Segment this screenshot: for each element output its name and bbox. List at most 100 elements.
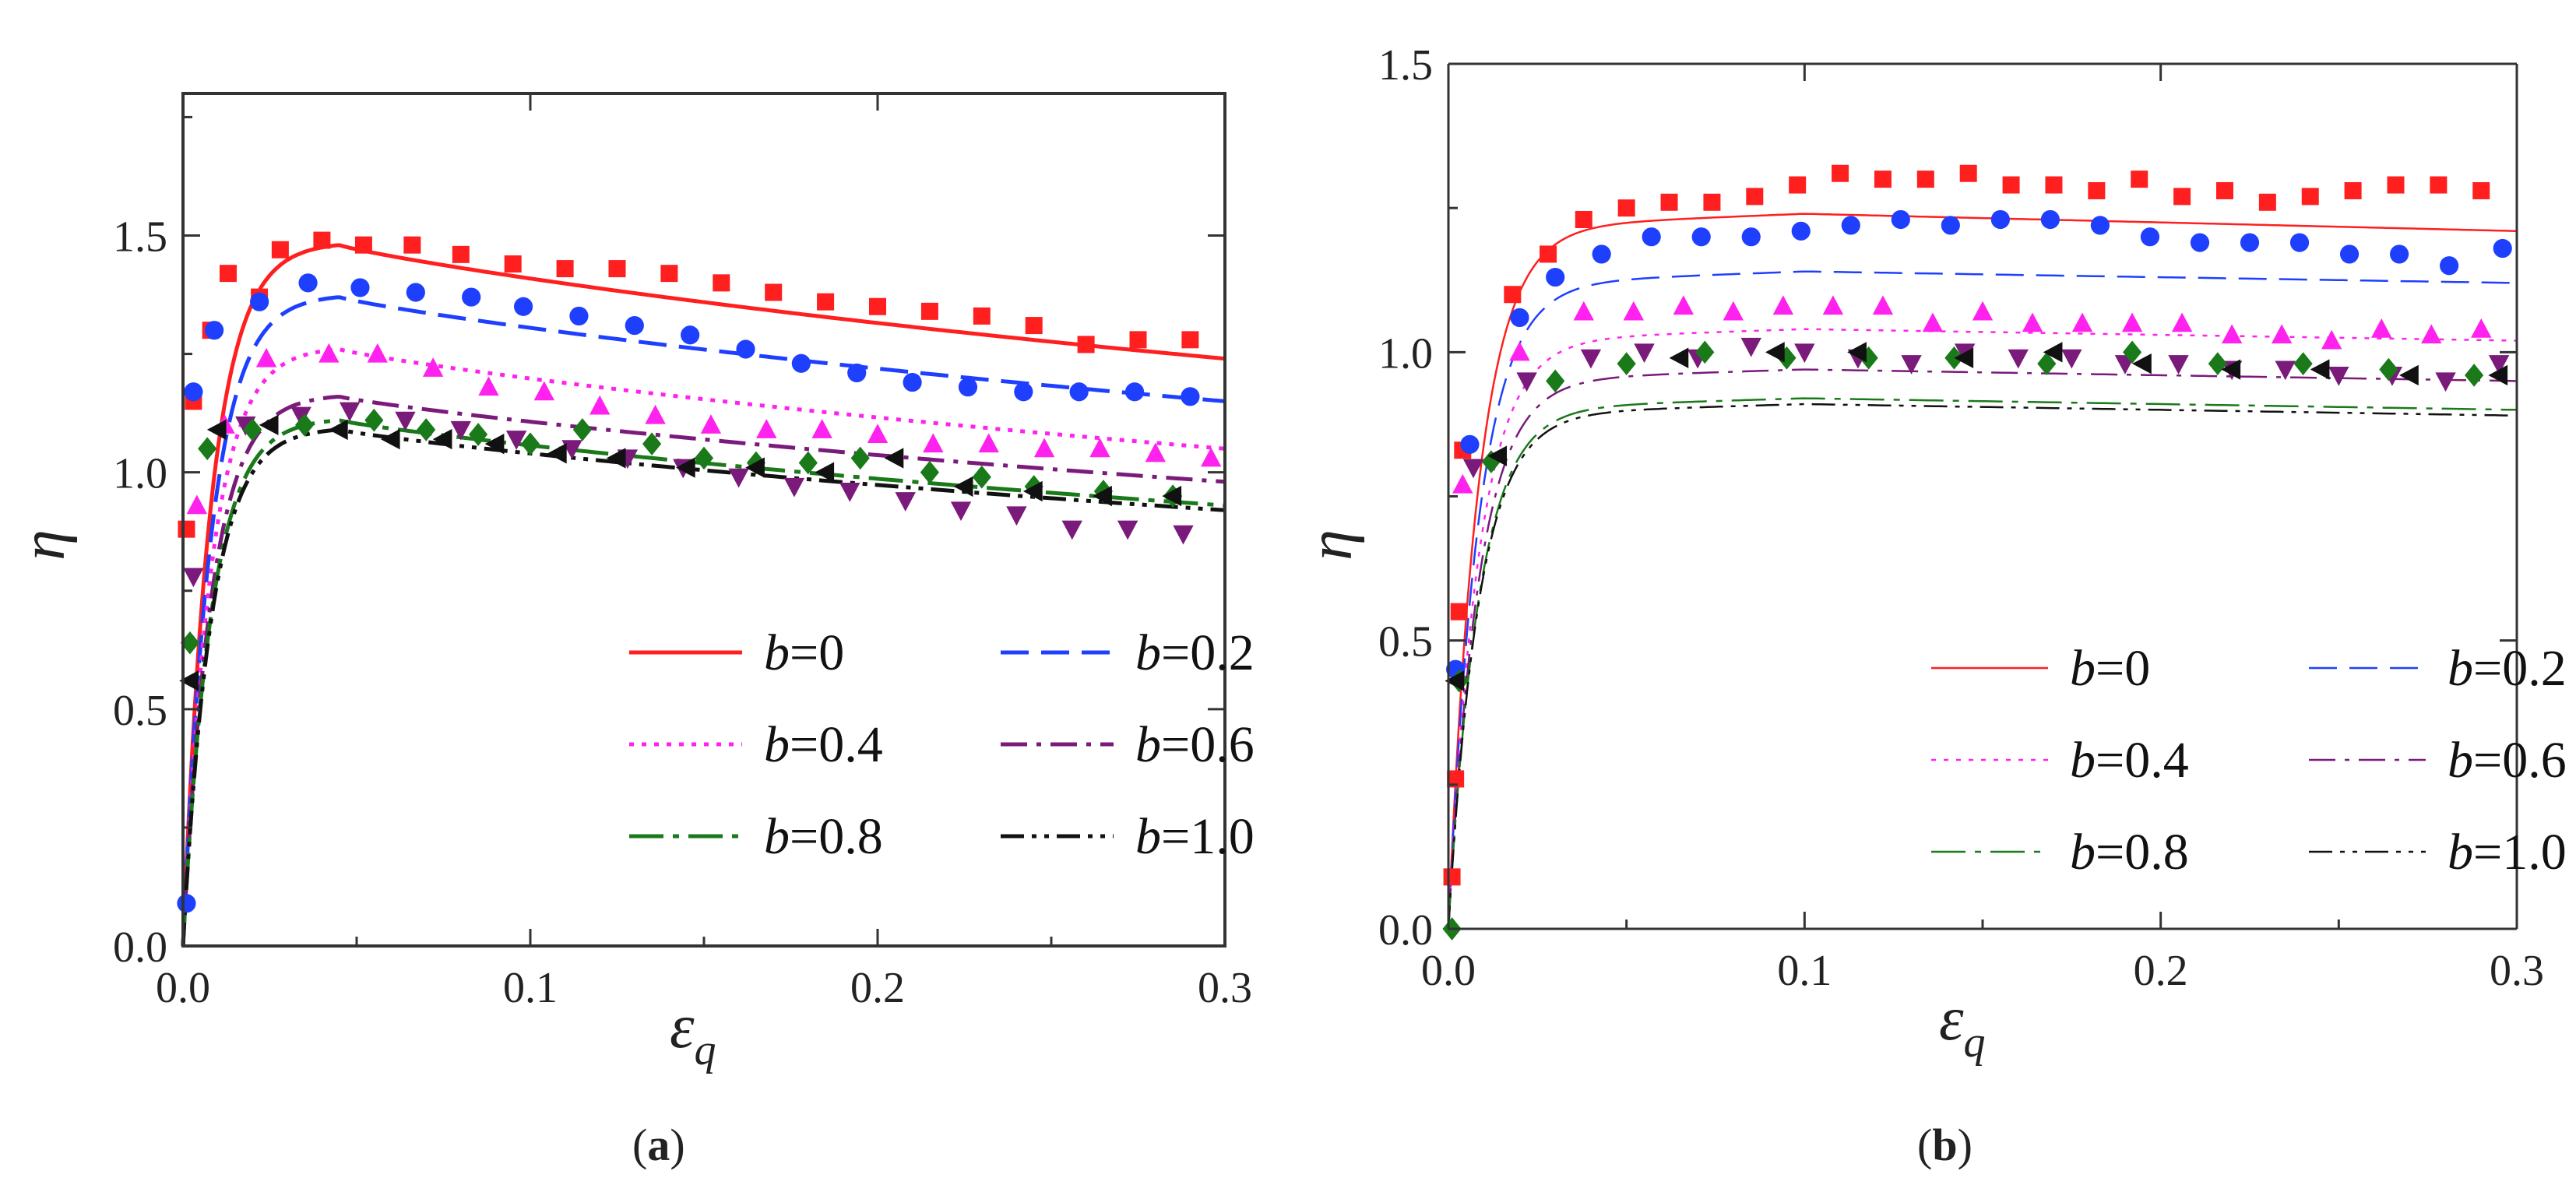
- data-point-b-0-4: [2371, 318, 2392, 338]
- data-point-b-0: [973, 307, 991, 325]
- data-point-b-0: [1129, 331, 1147, 349]
- data-point-b-0: [1874, 171, 1892, 188]
- series-line-b-0-2: [1447, 270, 2518, 930]
- data-point-b-0-6: [183, 568, 204, 588]
- x-tick-label: 0.0: [156, 964, 210, 1012]
- data-point-b-0-2: [1891, 209, 1910, 230]
- data-point-b-0: [1181, 331, 1199, 349]
- y-tick-label: 0.0: [1378, 906, 1433, 955]
- data-point-b-0-6: [1462, 459, 1484, 479]
- data-point-b-0: [1832, 164, 1849, 182]
- x-tick-label: 0.2: [2134, 947, 2188, 995]
- data-point-b-0: [2430, 176, 2448, 194]
- y-tick-label: 1.5: [113, 213, 167, 262]
- data-point-b-0-8: [2293, 352, 2313, 375]
- data-point-b-0: [1746, 188, 1764, 206]
- data-point-b-0-4: [1033, 438, 1055, 458]
- data-point-b-0-4: [1872, 295, 1894, 315]
- y-axis-label: η: [9, 529, 78, 561]
- series-line-b-0-6: [1447, 368, 2518, 930]
- data-point-b-1-0: [745, 457, 765, 478]
- series-line-b-1-0: [181, 427, 1226, 947]
- data-point-b-0: [2045, 176, 2063, 194]
- data-point-b-1-0: [2488, 364, 2508, 386]
- data-point-b-0-6: [450, 420, 471, 441]
- data-point-b-0: [313, 231, 331, 249]
- data-point-b-0-4: [867, 424, 889, 443]
- data-point-b-0: [2472, 181, 2490, 199]
- data-point-b-0-8: [1617, 352, 1636, 375]
- y-tick-label: 1.0: [1378, 329, 1433, 378]
- data-point-b-0-8: [417, 418, 436, 441]
- y-tick-label: 0.5: [1378, 618, 1433, 666]
- data-point-b-0-2: [736, 339, 755, 359]
- data-point-b-0-4: [645, 404, 666, 424]
- data-point-b-0-4: [2271, 324, 2293, 344]
- data-point-b-0-2: [2493, 238, 2512, 258]
- data-point-b-1-0: [1093, 485, 1112, 507]
- data-point-b-0: [660, 265, 678, 283]
- legend-label-b-0-4: b=0.4: [764, 716, 883, 773]
- data-point-b-0-2: [1791, 221, 1811, 241]
- plot-frame: [181, 92, 1226, 948]
- data-point-b-0-8: [2465, 364, 2484, 387]
- legend-label-b-0: b=0: [2070, 640, 2150, 697]
- axis-ticks: 0.0 0.1 0.2 0.3 0.0 0.5 1.0 1.5: [113, 93, 1252, 1012]
- data-point-b-1-0: [2043, 342, 2063, 363]
- data-point-b-0: [504, 255, 522, 273]
- data-point-b-0: [1789, 176, 1807, 194]
- data-point-b-0: [869, 297, 886, 315]
- data-point-b-0-4: [186, 494, 208, 515]
- panel-a: 0.0 0.1 0.2 0.30.00.51.01.5 η εq b=0 b=0.2b=…: [9, 92, 1255, 1170]
- x-tick-label: 0.3: [1198, 964, 1252, 1012]
- data-point-b-1-0: [484, 433, 505, 455]
- data-point-b-0-2: [250, 292, 269, 311]
- data-point-b-1-0: [547, 443, 567, 464]
- data-point-b-0-2: [462, 287, 481, 307]
- axis-ticks: 0.0 0.1 0.2 0.3 0.0 0.5 1.0 1.5: [1378, 41, 2544, 995]
- legend-label-b-0-6: b=0.6: [1135, 716, 1255, 773]
- data-point-b-1-0: [884, 448, 904, 469]
- data-point-b-0: [1703, 193, 1721, 211]
- data-point-b-0-8: [2379, 357, 2398, 382]
- legend-label-b-0-2: b=0.2: [2448, 640, 2567, 697]
- data-point-b-0-2: [1691, 227, 1711, 247]
- series-line-b-1-0: [1447, 403, 2518, 930]
- data-point-b-0-6: [1901, 355, 1922, 374]
- y-tick-label: 1.5: [1378, 41, 1433, 90]
- data-point-b-0-6: [1061, 520, 1082, 540]
- data-point-b-0-2: [2289, 233, 2310, 252]
- data-point-b-0-4: [756, 419, 777, 438]
- data-point-b-1-0: [1954, 347, 1974, 368]
- data-point-b-0-2: [1941, 216, 1960, 235]
- data-point-b-0-4: [2121, 312, 2143, 332]
- data-point-b-0-8: [642, 432, 662, 456]
- data-point-b-0: [354, 236, 372, 254]
- y-axis-label: η: [1297, 529, 1365, 561]
- x-axis-label: εq: [1939, 985, 1986, 1067]
- x-tick-label: 0.3: [2490, 947, 2544, 995]
- data-point-b-0-6: [561, 440, 582, 459]
- data-point-b-0-2: [2339, 244, 2360, 264]
- legend-label-b-0-8: b=0.8: [2070, 824, 2189, 881]
- data-point-b-0-6: [2008, 349, 2029, 369]
- data-point-b-1-0: [259, 414, 279, 436]
- data-point-b-0-6: [339, 402, 361, 422]
- data-point-b-0: [2088, 181, 2106, 199]
- data-point-b-0-2: [2040, 209, 2060, 230]
- series-line-b-0-8: [1447, 397, 2518, 930]
- data-point-b-1-0: [328, 419, 348, 441]
- data-point-b-0-4: [2471, 318, 2492, 338]
- data-point-b-0-2: [1510, 308, 1529, 327]
- data-point-b-0: [1025, 317, 1043, 335]
- data-point-b-0-8: [469, 423, 488, 446]
- data-point-b-0: [1504, 286, 1522, 304]
- series-line-b-0: [181, 243, 1226, 947]
- data-point-b-0-6: [290, 406, 311, 427]
- x-tick-label: 0.1: [503, 964, 558, 1012]
- data-point-b-0-2: [2190, 233, 2210, 252]
- data-point-b-0-2: [298, 273, 318, 293]
- panel-b: 0.0 0.1 0.2 0.30.00.51.01.5 η εq b=0 b=0.2b=…: [1297, 41, 2567, 1170]
- data-point-b-0-4: [422, 357, 444, 377]
- data-point-b-0-4: [2421, 324, 2442, 344]
